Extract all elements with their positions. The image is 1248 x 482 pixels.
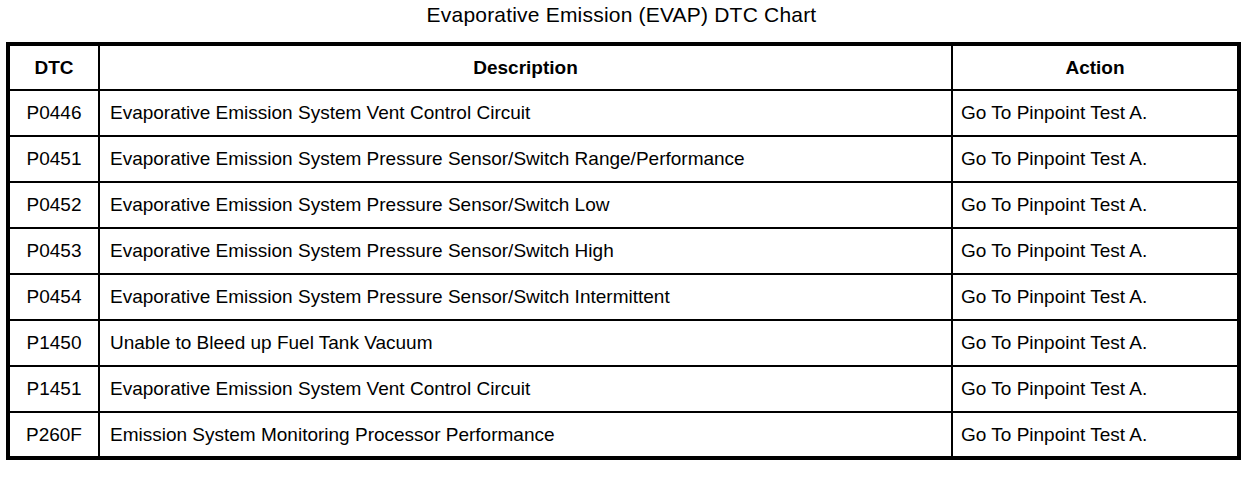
dtc-action: Go To Pinpoint Test A. xyxy=(952,366,1239,412)
dtc-code: P0446 xyxy=(8,90,99,136)
column-header-description: Description xyxy=(99,44,952,90)
table-body: P0446 Evaporative Emission System Vent C… xyxy=(8,90,1239,458)
evap-dtc-chart-page: Evaporative Emission (EVAP) DTC Chart DT… xyxy=(0,0,1248,482)
table-row: P1450 Unable to Bleed up Fuel Tank Vacuu… xyxy=(8,320,1239,366)
dtc-code: P260F xyxy=(8,412,99,458)
dtc-action: Go To Pinpoint Test A. xyxy=(952,412,1239,458)
dtc-description: Evaporative Emission System Pressure Sen… xyxy=(99,228,952,274)
dtc-code: P0454 xyxy=(8,274,99,320)
dtc-description: Evaporative Emission System Pressure Sen… xyxy=(99,274,952,320)
dtc-description: Evaporative Emission System Vent Control… xyxy=(99,366,952,412)
dtc-code: P0453 xyxy=(8,228,99,274)
dtc-description: Unable to Bleed up Fuel Tank Vacuum xyxy=(99,320,952,366)
table-row: P0454 Evaporative Emission System Pressu… xyxy=(8,274,1239,320)
table-row: P0451 Evaporative Emission System Pressu… xyxy=(8,136,1239,182)
table-row: P0446 Evaporative Emission System Vent C… xyxy=(8,90,1239,136)
dtc-code: P0451 xyxy=(8,136,99,182)
dtc-action: Go To Pinpoint Test A. xyxy=(952,274,1239,320)
dtc-action: Go To Pinpoint Test A. xyxy=(952,136,1239,182)
dtc-code: P1450 xyxy=(8,320,99,366)
table-row: P1451 Evaporative Emission System Vent C… xyxy=(8,366,1239,412)
dtc-description: Evaporative Emission System Pressure Sen… xyxy=(99,182,952,228)
dtc-description: Evaporative Emission System Pressure Sen… xyxy=(99,136,952,182)
dtc-code: P0452 xyxy=(8,182,99,228)
table-header-row: DTC Description Action xyxy=(8,44,1239,90)
table-row: P0452 Evaporative Emission System Pressu… xyxy=(8,182,1239,228)
column-header-dtc: DTC xyxy=(8,44,99,90)
dtc-action: Go To Pinpoint Test A. xyxy=(952,228,1239,274)
table-row: P260F Emission System Monitoring Process… xyxy=(8,412,1239,458)
page-title: Evaporative Emission (EVAP) DTC Chart xyxy=(6,3,1237,27)
dtc-action: Go To Pinpoint Test A. xyxy=(952,320,1239,366)
dtc-table: DTC Description Action P0446 Evaporative… xyxy=(6,42,1241,460)
dtc-description: Evaporative Emission System Vent Control… xyxy=(99,90,952,136)
dtc-action: Go To Pinpoint Test A. xyxy=(952,182,1239,228)
dtc-description: Emission System Monitoring Processor Per… xyxy=(99,412,952,458)
column-header-action: Action xyxy=(952,44,1239,90)
dtc-action: Go To Pinpoint Test A. xyxy=(952,90,1239,136)
table-row: P0453 Evaporative Emission System Pressu… xyxy=(8,228,1239,274)
dtc-code: P1451 xyxy=(8,366,99,412)
